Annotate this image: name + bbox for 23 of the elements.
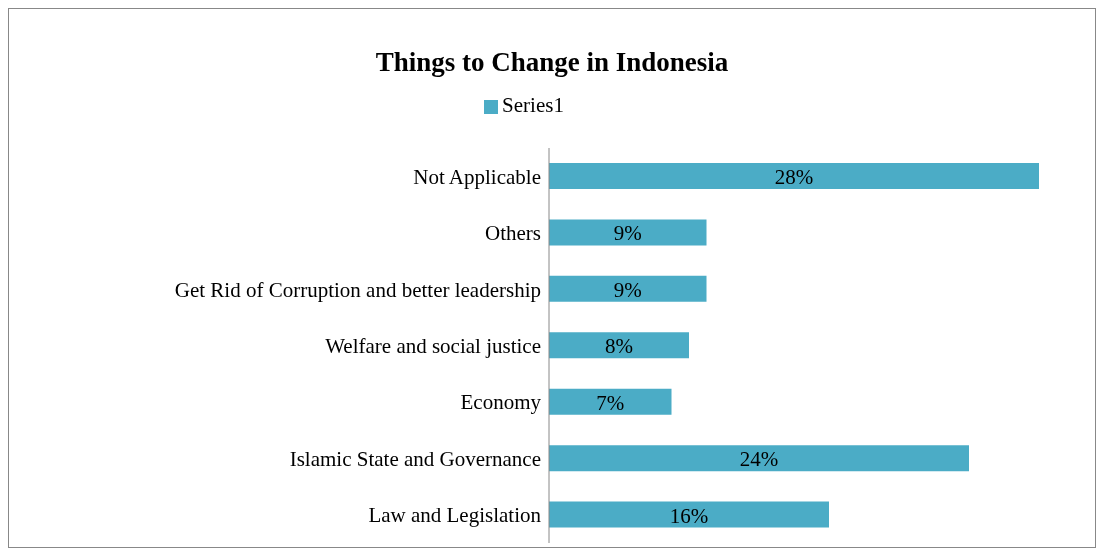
y-tick-label: Law and Legislation: [368, 503, 542, 528]
bar: [549, 388, 672, 415]
data-label: 8%: [605, 334, 633, 359]
y-tick-label: Welfare and social justice: [325, 333, 541, 358]
bar: [549, 163, 1039, 189]
data-label: 16%: [669, 503, 709, 528]
bar: [549, 445, 969, 472]
data-label: 9%: [613, 277, 642, 302]
bar: [549, 501, 829, 528]
y-tick-label: Islamic State and Governance: [289, 446, 541, 471]
data-label: 24%: [739, 447, 779, 472]
y-tick-label: Not Applicable: [413, 164, 541, 189]
data-label: 9%: [613, 221, 642, 246]
bar: [549, 332, 689, 359]
y-tick-label: Economy: [460, 390, 542, 415]
y-tick-label: Get Rid of Corruption and better leadership: [174, 277, 541, 302]
bar: [549, 275, 707, 302]
data-label: 7%: [596, 390, 625, 415]
legend-label: Series1: [502, 93, 564, 117]
chart-title: Things to Change in Indonesia: [374, 47, 730, 79]
y-tick-label: Others: [485, 221, 541, 246]
bar: [549, 219, 707, 246]
data-label: 28%: [774, 165, 814, 189]
